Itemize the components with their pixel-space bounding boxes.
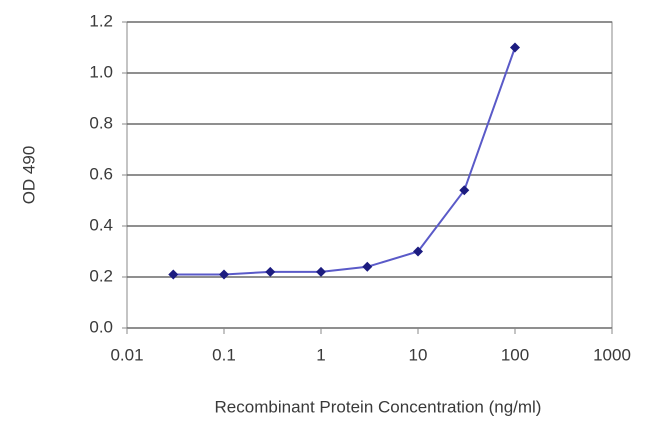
x-tick-label: 100 [501, 345, 529, 364]
y-tick-label: 0.2 [89, 266, 113, 285]
x-tick-label: 0.1 [212, 345, 236, 364]
x-tick-label: 10 [409, 345, 428, 364]
x-tick-label: 0.01 [110, 345, 143, 364]
data-point [362, 261, 373, 272]
data-point [316, 266, 326, 277]
x-axis-label: Recombinant Protein Concentration (ng/ml… [215, 397, 542, 416]
y-tick-label: 0.6 [89, 164, 113, 183]
y-tick-label: 0.4 [89, 215, 113, 234]
y-tick-label: 1.2 [89, 11, 113, 30]
data-point [510, 42, 520, 53]
x-tick-label: 1 [316, 345, 325, 364]
y-tick-label: 0.8 [89, 113, 113, 132]
y-axis-label: OD 490 [19, 146, 38, 205]
x-tick-label: 1000 [593, 345, 631, 364]
data-point [413, 246, 423, 257]
y-tick-label: 0.0 [89, 317, 113, 336]
data-point [219, 269, 229, 280]
data-point [459, 185, 470, 196]
data-point [168, 269, 179, 280]
y-tick-label: 1.0 [89, 62, 113, 81]
data-point [265, 266, 276, 277]
data-line [173, 47, 516, 276]
